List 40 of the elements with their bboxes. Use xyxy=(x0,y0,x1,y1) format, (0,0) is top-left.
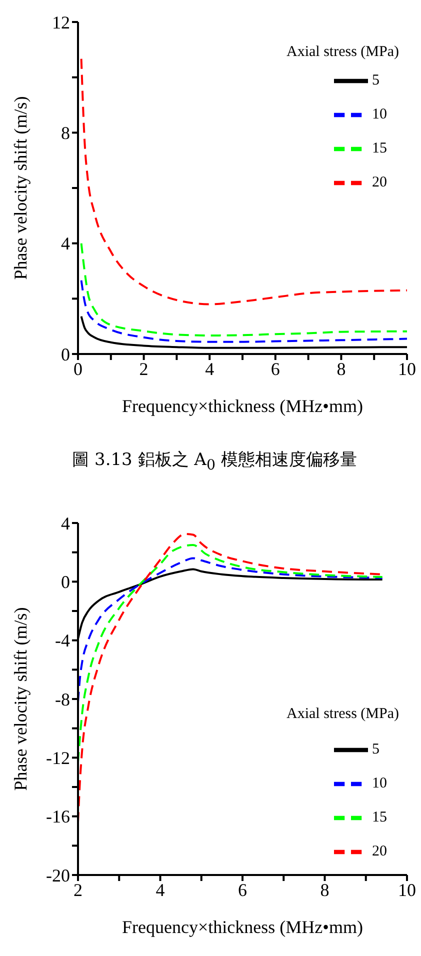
x-tick-label: 10 xyxy=(398,358,416,379)
y-axis-title: Phase velocity shift (m/s) xyxy=(10,608,30,792)
x-tick-label: 4 xyxy=(156,880,165,900)
x-tick-label: 2 xyxy=(139,358,148,379)
y-tick-label: -4 xyxy=(55,631,70,652)
legend-label: 15 xyxy=(372,810,387,826)
line-series xyxy=(80,58,407,306)
y-tick-label: -16 xyxy=(46,807,70,828)
y-tick-label: -12 xyxy=(46,748,70,768)
legend-label: 15 xyxy=(372,140,387,156)
y-tick-label: 0 xyxy=(61,572,70,592)
y-tick-label: 0 xyxy=(61,344,70,364)
line-series xyxy=(80,242,407,336)
y-tick-label: 12 xyxy=(52,12,70,32)
legend-label: 20 xyxy=(372,174,387,190)
x-tick-label: 8 xyxy=(336,358,346,379)
x-axis-title: Frequency×thickness (MHz•mm) xyxy=(122,917,363,938)
y-tick-label: -20 xyxy=(46,866,70,886)
y-tick-label: 8 xyxy=(61,123,70,144)
legend-label: 10 xyxy=(372,106,387,122)
x-tick-label: 10 xyxy=(398,880,416,900)
y-tick-label: 4 xyxy=(61,234,70,254)
legend-label: 10 xyxy=(372,776,387,792)
caption: 圖 3.13 鋁板之 A$_{0}$ 模態相速度偏移量 xyxy=(71,449,358,474)
legend-label: 5 xyxy=(372,72,380,88)
legend-label: 20 xyxy=(372,844,387,860)
x-tick-label: 2 xyxy=(74,880,82,900)
x-axis-title: Frequency×thickness (MHz•mm) xyxy=(122,396,363,416)
legend-title: Axial stress (MPa) xyxy=(286,43,399,62)
line-series xyxy=(80,279,407,343)
x-tick-label: 6 xyxy=(270,358,280,379)
y-tick-label: -8 xyxy=(55,690,70,710)
x-tick-label: 8 xyxy=(320,880,330,900)
legend-label: 5 xyxy=(372,742,380,758)
y-axis-title: Phase velocity shift (m/s) xyxy=(10,96,30,280)
x-tick-label: 6 xyxy=(238,880,247,900)
legend-title: Axial stress (MPa) xyxy=(286,705,399,724)
y-tick-label: 4 xyxy=(61,514,70,534)
x-tick-label: 0 xyxy=(74,358,82,379)
x-tick-label: 4 xyxy=(205,358,214,379)
